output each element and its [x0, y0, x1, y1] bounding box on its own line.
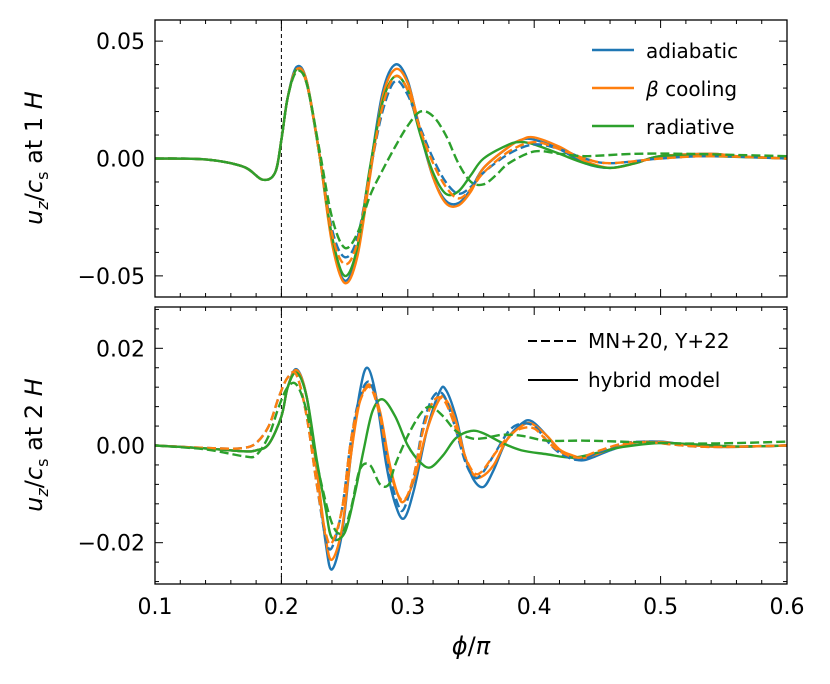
panel-top-series — [155, 63, 787, 285]
legend-label: β cooling — [645, 77, 737, 101]
x-tick-label: 0.3 — [390, 595, 425, 620]
y-tick-label: 0.05 — [96, 30, 145, 55]
x-tick-label: 0.5 — [643, 595, 678, 620]
y-tick-label: −0.02 — [78, 532, 145, 557]
legend-linestyle-label: hybrid model — [588, 368, 720, 392]
series-radiative-dashed — [155, 381, 787, 536]
legend-linestyle-label: MN+20, Y+22 — [588, 329, 730, 353]
panel-bottom-frame — [154, 306, 788, 585]
x-axis-label: ϕ/π — [452, 632, 491, 660]
panel-top: −0.05 0.00 0.05 uz/cs at 1 H adiabatic β co… — [20, 19, 788, 298]
x-tick-label: 0.1 — [138, 595, 173, 620]
linestyle-legend: MN+20, Y+22 hybrid model — [528, 329, 730, 392]
series-beta-cooling-solid — [155, 368, 787, 562]
panel-bottom: −0.02 0.00 0.02 uz/cs at 2 H MN+20, Y+22 hy… — [20, 306, 788, 585]
series-adiabatic-dashed — [155, 370, 787, 551]
x-tick-labels: 0.1 0.2 0.3 0.4 0.5 0.6 — [138, 595, 805, 620]
panel-top-ylabel: uz/cs at 1 H — [20, 91, 52, 225]
x-tick-label: 0.4 — [517, 595, 552, 620]
y-tick-label: 0.00 — [96, 435, 145, 460]
panel-bottom-ylabel: uz/cs at 2 H — [20, 378, 52, 512]
y-tick-label: 0.02 — [96, 337, 145, 362]
legend-label: radiative — [646, 115, 735, 139]
y-tick-label: 0.00 — [96, 148, 145, 173]
panel-top-y-tick-labels: −0.05 0.00 0.05 — [78, 30, 145, 290]
panel-bottom-y-tick-labels: −0.02 0.00 0.02 — [78, 337, 145, 556]
x-tick-label: 0.6 — [770, 595, 805, 620]
series-beta-cooling-dashed — [155, 370, 787, 546]
legend-label: adiabatic — [646, 39, 738, 63]
panel-top-frame — [154, 19, 788, 298]
color-legend: adiabatic β cooling radiative — [592, 39, 738, 139]
x-tick-label: 0.2 — [264, 595, 299, 620]
panel-bottom-series — [155, 366, 787, 571]
y-tick-label: −0.05 — [78, 265, 145, 290]
